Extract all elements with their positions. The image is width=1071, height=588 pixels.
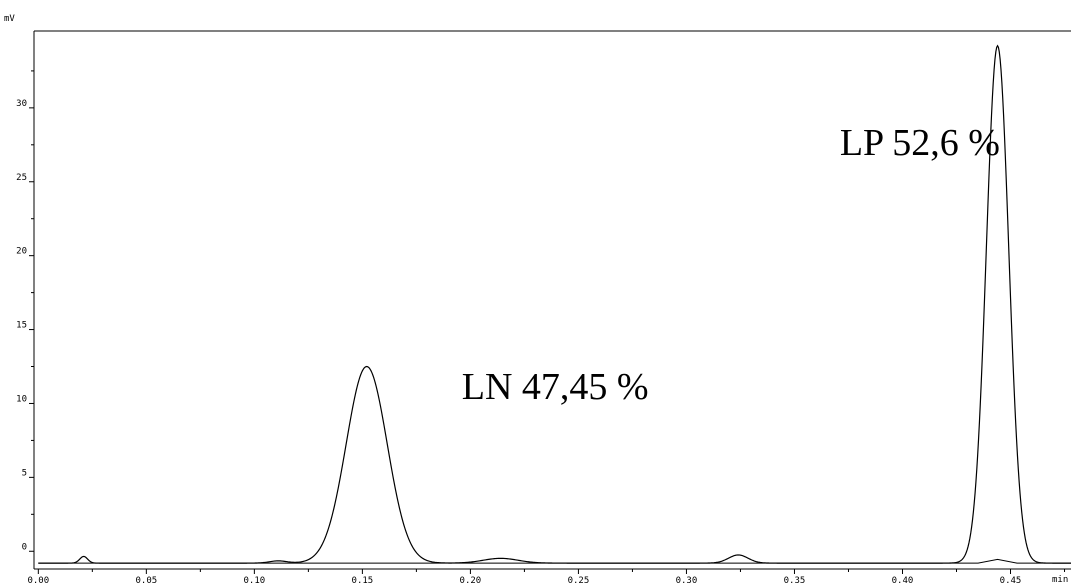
y-axis-ticks: 0 5 10 15 20 25 30: [16, 71, 34, 552]
y-tick-label: 30: [16, 99, 27, 109]
x-tick-label: 0.30: [676, 576, 698, 586]
x-tick-label: 0.05: [135, 576, 157, 586]
y-axis-unit-label: mV: [4, 14, 15, 24]
y-tick-label: 0: [22, 542, 27, 552]
x-tick-label: 0.00: [27, 576, 49, 586]
y-tick-label: 20: [16, 247, 27, 257]
x-tick-label: 0.45: [1000, 576, 1022, 586]
x-tick-label: 0.40: [892, 576, 914, 586]
y-tick-label: 10: [16, 394, 27, 404]
x-axis-ticks: 0.00 0.05 0.10 0.15 0.20 0.25 0.30 0.35 0.40 0.45: [27, 569, 1064, 586]
y-tick-label: 25: [16, 173, 27, 183]
x-tick-label: 0.10: [244, 576, 266, 586]
x-tick-label: 0.20: [460, 576, 482, 586]
x-tick-label: 0.15: [352, 576, 374, 586]
y-tick-label: 5: [22, 468, 27, 478]
y-tick-label: 15: [16, 321, 27, 331]
x-tick-label: 0.25: [568, 576, 590, 586]
x-axis-unit-label: min: [1052, 575, 1068, 585]
x-tick-label: 0.35: [784, 576, 806, 586]
peak-annotation-lp: LP 52,6 %: [840, 122, 1000, 164]
peak-annotation-ln: LN 47,45 %: [462, 366, 649, 408]
